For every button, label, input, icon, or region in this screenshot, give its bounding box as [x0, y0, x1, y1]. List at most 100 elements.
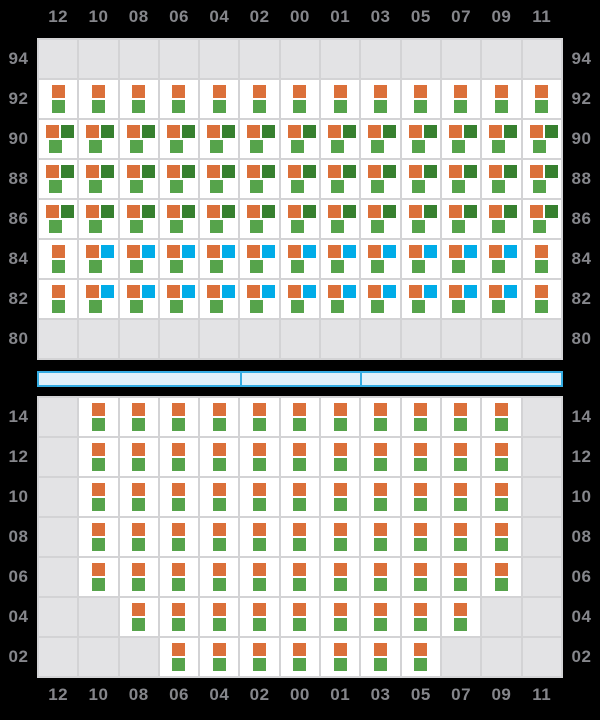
slot-orange-blue-green[interactable]	[482, 240, 521, 278]
slot-orange-green-stack[interactable]	[441, 598, 481, 636]
slot-orange-green-stack[interactable]	[79, 80, 118, 118]
slot-orange-blue-green[interactable]	[441, 240, 481, 278]
slot-orange-blue-green[interactable]	[119, 240, 158, 278]
slot-orange-blue-green[interactable]	[280, 240, 320, 278]
slot-orange-darkgreen-green[interactable]	[119, 120, 158, 158]
slot-orange-green-stack[interactable]	[401, 80, 440, 118]
slot-orange-green-stack[interactable]	[482, 518, 521, 556]
slot-orange-green-stack[interactable]	[321, 438, 360, 476]
slot-orange-green-stack[interactable]	[119, 80, 158, 118]
slot-orange-darkgreen-green[interactable]	[441, 120, 481, 158]
slot-orange-darkgreen-green[interactable]	[240, 160, 279, 198]
slot-orange-darkgreen-green[interactable]	[361, 120, 400, 158]
slot-orange-blue-green[interactable]	[200, 240, 239, 278]
slot-orange-green-stack[interactable]	[401, 598, 440, 636]
slot-orange-green-stack[interactable]	[79, 478, 118, 516]
slot-orange-darkgreen-green[interactable]	[200, 160, 239, 198]
slot-orange-green-stack[interactable]	[280, 478, 320, 516]
slot-orange-darkgreen-green[interactable]	[79, 160, 118, 198]
slot-orange-darkgreen-green[interactable]	[401, 160, 440, 198]
slot-orange-darkgreen-green[interactable]	[401, 120, 440, 158]
slot-orange-green-stack[interactable]	[159, 80, 199, 118]
slot-orange-darkgreen-green[interactable]	[321, 200, 360, 238]
slot-orange-green-stack[interactable]	[321, 80, 360, 118]
slot-orange-darkgreen-green[interactable]	[79, 200, 118, 238]
slot-orange-green-stack[interactable]	[361, 598, 400, 636]
slot-orange-green-stack[interactable]	[482, 398, 521, 436]
slot-orange-green-stack[interactable]	[401, 638, 440, 676]
slot-orange-blue-green[interactable]	[240, 240, 279, 278]
slot-orange-darkgreen-green[interactable]	[522, 160, 561, 198]
slot-orange-darkgreen-green[interactable]	[79, 120, 118, 158]
slot-orange-green-stack[interactable]	[240, 638, 279, 676]
slot-orange-green-stack[interactable]	[321, 598, 360, 636]
slot-orange-darkgreen-green[interactable]	[240, 120, 279, 158]
slot-orange-darkgreen-green[interactable]	[119, 200, 158, 238]
slot-orange-green-stack[interactable]	[361, 478, 400, 516]
slot-orange-green-stack[interactable]	[39, 240, 78, 278]
slot-orange-blue-green[interactable]	[401, 280, 440, 318]
slot-orange-green-stack[interactable]	[482, 558, 521, 596]
slot-orange-green-stack[interactable]	[522, 280, 561, 318]
slot-orange-green-stack[interactable]	[401, 398, 440, 436]
slot-orange-blue-green[interactable]	[361, 240, 400, 278]
slot-orange-green-stack[interactable]	[361, 558, 400, 596]
slot-orange-blue-green[interactable]	[200, 280, 239, 318]
slot-orange-green-stack[interactable]	[79, 398, 118, 436]
slot-orange-green-stack[interactable]	[321, 558, 360, 596]
slot-orange-green-stack[interactable]	[200, 638, 239, 676]
slot-orange-green-stack[interactable]	[200, 478, 239, 516]
slot-orange-darkgreen-green[interactable]	[119, 160, 158, 198]
slot-orange-darkgreen-green[interactable]	[321, 160, 360, 198]
slot-orange-green-stack[interactable]	[39, 280, 78, 318]
slot-orange-green-stack[interactable]	[280, 558, 320, 596]
slot-orange-green-stack[interactable]	[79, 558, 118, 596]
slot-orange-darkgreen-green[interactable]	[441, 200, 481, 238]
slot-orange-green-stack[interactable]	[159, 478, 199, 516]
slot-orange-darkgreen-green[interactable]	[200, 120, 239, 158]
slot-orange-darkgreen-green[interactable]	[482, 200, 521, 238]
hatch-cover-segment[interactable]	[39, 373, 240, 385]
slot-orange-green-stack[interactable]	[361, 638, 400, 676]
slot-orange-green-stack[interactable]	[441, 558, 481, 596]
slot-orange-darkgreen-green[interactable]	[482, 120, 521, 158]
slot-orange-green-stack[interactable]	[159, 638, 199, 676]
slot-orange-green-stack[interactable]	[361, 518, 400, 556]
slot-orange-darkgreen-green[interactable]	[441, 160, 481, 198]
slot-orange-darkgreen-green[interactable]	[159, 120, 199, 158]
slot-orange-green-stack[interactable]	[482, 438, 521, 476]
slot-orange-green-stack[interactable]	[321, 518, 360, 556]
slot-orange-green-stack[interactable]	[119, 438, 158, 476]
slot-orange-green-stack[interactable]	[39, 80, 78, 118]
slot-orange-green-stack[interactable]	[441, 398, 481, 436]
slot-orange-darkgreen-green[interactable]	[361, 160, 400, 198]
slot-orange-darkgreen-green[interactable]	[482, 160, 521, 198]
slot-orange-green-stack[interactable]	[280, 438, 320, 476]
slot-orange-blue-green[interactable]	[159, 280, 199, 318]
slot-orange-green-stack[interactable]	[441, 80, 481, 118]
slot-orange-green-stack[interactable]	[280, 638, 320, 676]
slot-orange-darkgreen-green[interactable]	[321, 120, 360, 158]
slot-orange-green-stack[interactable]	[280, 598, 320, 636]
slot-orange-green-stack[interactable]	[482, 80, 521, 118]
slot-orange-green-stack[interactable]	[240, 518, 279, 556]
slot-orange-green-stack[interactable]	[119, 558, 158, 596]
slot-orange-green-stack[interactable]	[482, 478, 521, 516]
slot-orange-green-stack[interactable]	[200, 598, 239, 636]
slot-orange-green-stack[interactable]	[159, 518, 199, 556]
slot-orange-darkgreen-green[interactable]	[361, 200, 400, 238]
slot-orange-green-stack[interactable]	[441, 438, 481, 476]
slot-orange-blue-green[interactable]	[321, 280, 360, 318]
slot-orange-green-stack[interactable]	[240, 598, 279, 636]
slot-orange-darkgreen-green[interactable]	[39, 120, 78, 158]
slot-orange-green-stack[interactable]	[522, 240, 561, 278]
slot-orange-darkgreen-green[interactable]	[159, 200, 199, 238]
slot-orange-blue-green[interactable]	[401, 240, 440, 278]
slot-orange-green-stack[interactable]	[361, 80, 400, 118]
slot-orange-darkgreen-green[interactable]	[280, 120, 320, 158]
slot-orange-green-stack[interactable]	[280, 518, 320, 556]
slot-orange-blue-green[interactable]	[159, 240, 199, 278]
slot-orange-darkgreen-green[interactable]	[39, 160, 78, 198]
slot-orange-blue-green[interactable]	[441, 280, 481, 318]
slot-orange-green-stack[interactable]	[240, 398, 279, 436]
